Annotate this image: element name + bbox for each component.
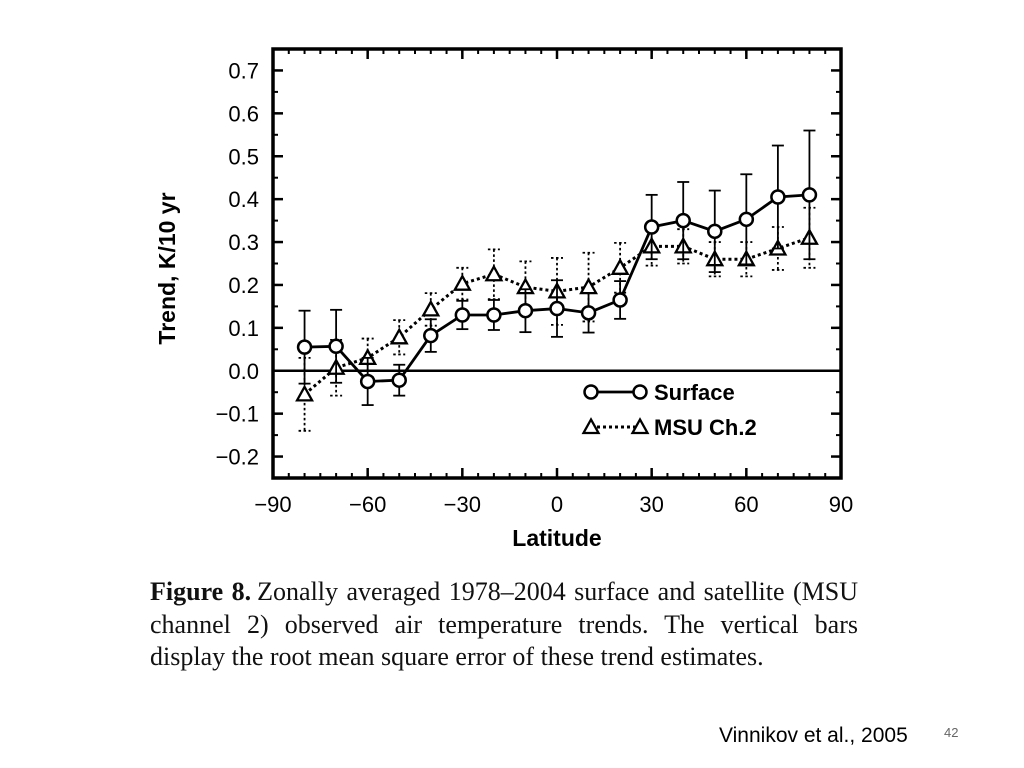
y-tick-label: 0.0 <box>228 359 259 384</box>
x-tick-label: −30 <box>444 492 481 517</box>
data-point <box>610 257 630 275</box>
x-tick-label: −90 <box>254 492 291 517</box>
y-axis-title: Trend, K/10 yr <box>154 192 180 344</box>
data-point <box>549 300 565 317</box>
data-point <box>612 292 628 308</box>
legend-marker-surface <box>632 384 648 400</box>
data-point <box>580 305 597 321</box>
y-tick-label: 0.5 <box>228 144 259 169</box>
series-surface <box>296 129 818 406</box>
legend-label-surface: Surface <box>654 380 735 405</box>
data-point <box>423 327 439 344</box>
x-tick-label: 30 <box>639 492 663 517</box>
data-point <box>517 302 534 319</box>
legend: Surface MSU Ch.2 <box>581 380 757 440</box>
caption-text: Zonally averaged 1978–2004 surface and s… <box>150 577 858 671</box>
data-point <box>738 211 755 228</box>
y-tick-label: 0.6 <box>228 101 259 126</box>
data-point <box>770 189 786 205</box>
y-tick-label: 0.3 <box>228 230 259 255</box>
x-tick-label: 60 <box>734 492 758 517</box>
x-axis-title: Latitude <box>512 525 601 551</box>
y-tick-label: 0.1 <box>228 316 259 341</box>
data-point <box>675 212 691 229</box>
y-tick-label: −0.2 <box>216 445 259 470</box>
caption-label: Figure 8. <box>150 577 252 606</box>
legend-marker-msu <box>581 417 601 435</box>
data-point <box>454 307 471 323</box>
x-tick-label: −60 <box>349 492 386 517</box>
data-point <box>421 299 441 317</box>
legend-marker-surface <box>583 384 599 400</box>
legend-label-msu: MSU Ch.2 <box>654 415 757 440</box>
slide-number: 42 <box>944 725 959 740</box>
data-point <box>484 264 504 282</box>
data-point <box>391 372 407 388</box>
series-line <box>303 236 810 396</box>
y-tick-label: −0.1 <box>216 402 259 427</box>
data-point <box>389 327 409 345</box>
data-point <box>707 223 723 240</box>
data-point <box>452 273 472 291</box>
x-tick-label: 90 <box>829 492 853 517</box>
data-point <box>296 339 313 355</box>
y-tick-label: 0.7 <box>228 58 259 83</box>
y-tick-label: 0.4 <box>228 187 259 212</box>
data-point <box>643 219 660 235</box>
figure-caption: Figure 8. Zonally averaged 1978–2004 surf… <box>150 576 858 674</box>
citation: Vinnikov et al., 2005 <box>719 724 908 747</box>
data-point <box>359 373 376 390</box>
legend-marker-msu <box>630 417 650 435</box>
x-tick-label: 0 <box>551 492 563 517</box>
data-point <box>328 338 344 355</box>
data-point <box>801 187 818 203</box>
data-point <box>486 307 502 323</box>
y-tick-label: 0.2 <box>228 273 259 298</box>
data-point <box>295 384 315 402</box>
